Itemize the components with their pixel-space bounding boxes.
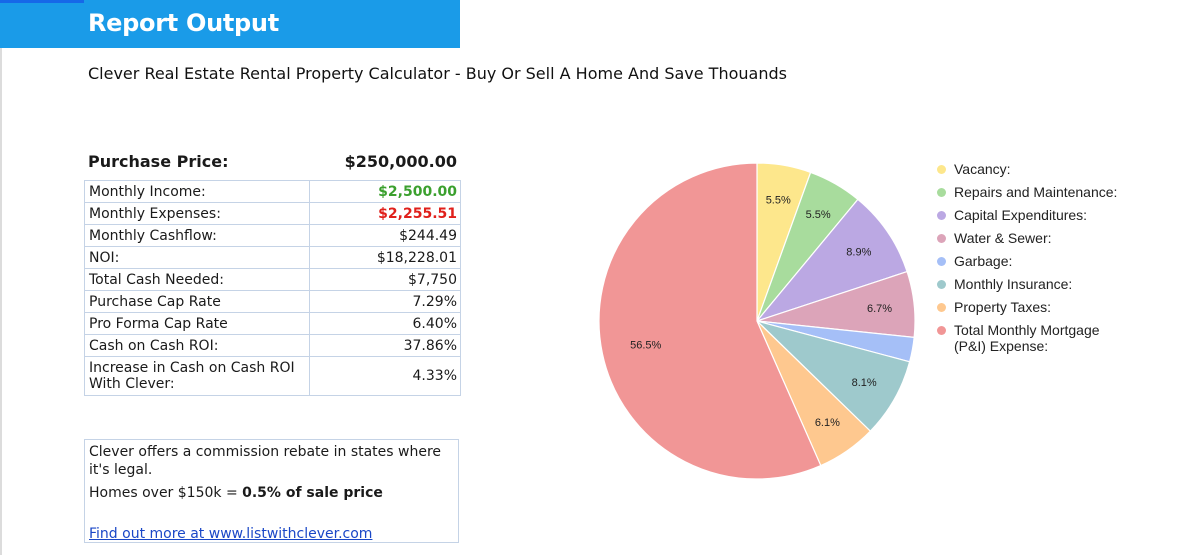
metric-value: $2,255.51	[309, 202, 461, 225]
metric-value: $244.49	[309, 224, 461, 247]
metric-value: 37.86%	[309, 334, 461, 357]
rebate-description: Clever offers a commission rebate in sta…	[89, 444, 442, 478]
legend-item: Capital Expenditures:	[936, 207, 1124, 230]
metrics-row: Cash on Cash ROI: 37.86%	[84, 334, 461, 357]
legend-swatch	[937, 211, 946, 220]
metrics-row: Monthly Cashflow: $244.49	[84, 224, 461, 247]
metric-label: Cash on Cash ROI:	[84, 334, 310, 357]
pie-data-label: 56.5%	[630, 339, 661, 351]
pie-data-label: 5.5%	[806, 209, 831, 221]
report-subtitle: Clever Real Estate Rental Property Calcu…	[88, 64, 787, 83]
legend-swatch	[937, 303, 946, 312]
rebate-info-box: Clever offers a commission rebate in sta…	[84, 439, 459, 543]
metrics-table: Monthly Income: $2,500.00 Monthly Expenses…	[84, 180, 461, 396]
report-header-banner: Report Output	[0, 0, 460, 48]
pie-slice	[755, 198, 908, 323]
metric-label: Monthly Cashflow:	[84, 224, 310, 247]
pie-slice	[598, 162, 822, 480]
rebate-rate-line: Homes over $150k = 0.5% of sale price	[89, 484, 454, 502]
pie-legend: Vacancy: Repairs and Maintenance: Capital …	[936, 161, 1124, 358]
metric-value: 6.40%	[309, 312, 461, 335]
legend-swatch	[937, 326, 946, 335]
metric-value: 4.33%	[309, 356, 461, 396]
legend-label: Vacancy:	[954, 161, 1011, 177]
metric-label: NOI:	[84, 246, 310, 269]
metric-label: Monthly Expenses:	[84, 202, 310, 225]
legend-item: Total Monthly Mortgage (P&I) Expense:	[936, 322, 1124, 358]
purchase-price-label: Purchase Price:	[88, 152, 229, 171]
legend-label: Water & Sewer:	[954, 230, 1052, 246]
pie-data-label: 5.5%	[766, 195, 791, 207]
rebate-rate-prefix: Homes over $150k =	[89, 485, 243, 501]
legend-item: Garbage:	[936, 253, 1124, 276]
legend-label: Property Taxes:	[954, 299, 1052, 315]
metrics-row: Monthly Expenses: $2,255.51	[84, 202, 461, 225]
legend-item: Monthly Insurance:	[936, 276, 1124, 299]
legend-swatch	[937, 280, 946, 289]
metric-label: Total Cash Needed:	[84, 268, 310, 291]
metric-value: $2,500.00	[309, 180, 461, 203]
metrics-row: Purchase Cap Rate 7.29%	[84, 290, 461, 313]
metrics-row: Pro Forma Cap Rate 6.40%	[84, 312, 461, 335]
metric-value: 7.29%	[309, 290, 461, 313]
legend-label: Capital Expenditures:	[954, 207, 1088, 223]
legend-label: Total Monthly Mortgage (P&I) Expense:	[954, 322, 1100, 354]
report-title: Report Output	[88, 9, 279, 37]
legend-item: Repairs and Maintenance:	[936, 184, 1124, 207]
pie-data-label: 8.1%	[852, 377, 877, 389]
metric-label: Monthly Income:	[84, 180, 310, 203]
pie-data-label: 8.9%	[846, 247, 871, 259]
legend-item: Property Taxes:	[936, 299, 1124, 322]
pie-data-label: 6.1%	[815, 417, 840, 429]
metric-label: Increase in Cash on Cash ROI With Clever…	[84, 356, 310, 396]
metric-label: Pro Forma Cap Rate	[84, 312, 310, 335]
legend-label: Monthly Insurance:	[954, 276, 1073, 292]
legend-swatch	[937, 234, 946, 243]
legend-item: Vacancy:	[936, 161, 1124, 184]
metric-label: Purchase Cap Rate	[84, 290, 310, 313]
metrics-row: NOI: $18,228.01	[84, 246, 461, 269]
top-accent-bar	[0, 0, 84, 3]
rebate-rate-value: 0.5% of sale price	[242, 485, 383, 501]
expense-pie-chart: 5.5% 5.5% 8.9% 6.7% 8.1% 6.1% 56.5%	[598, 162, 916, 480]
metric-value: $18,228.01	[309, 246, 461, 269]
legend-item: Water & Sewer:	[936, 230, 1124, 253]
metrics-row: Monthly Income: $2,500.00	[84, 180, 461, 203]
purchase-price-value: $250,000.00	[344, 152, 457, 171]
pie-data-label: 6.7%	[867, 303, 892, 315]
metric-value: $7,750	[309, 268, 461, 291]
listwithclever-link[interactable]: Find out more at www.listwithclever.com	[89, 526, 373, 542]
left-border	[0, 0, 2, 555]
legend-swatch	[937, 188, 946, 197]
metrics-row: Total Cash Needed: $7,750	[84, 268, 461, 291]
legend-swatch	[937, 257, 946, 266]
legend-label: Repairs and Maintenance:	[954, 184, 1118, 200]
legend-swatch	[937, 165, 946, 174]
legend-label: Garbage:	[954, 253, 1013, 269]
metrics-row: Increase in Cash on Cash ROI With Clever…	[84, 356, 461, 396]
